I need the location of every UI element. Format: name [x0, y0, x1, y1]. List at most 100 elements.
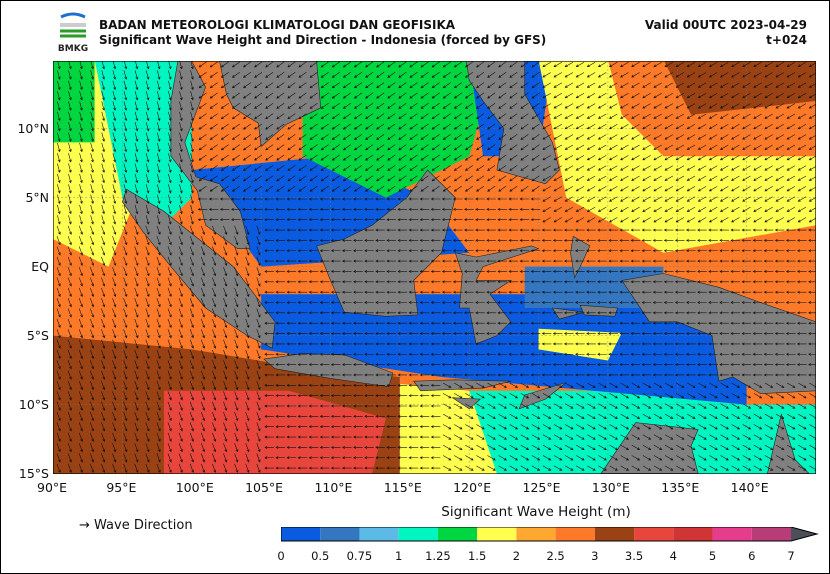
wave-direction-arrow [475, 238, 485, 242]
wave-direction-arrow [189, 256, 194, 266]
wave-direction-arrow [430, 414, 441, 418]
wave-direction-arrow [675, 155, 685, 161]
colorbar-outline [281, 527, 819, 542]
wave-direction-arrow [234, 422, 239, 432]
wave-direction-arrow [441, 363, 452, 367]
wave-direction-arrow [753, 465, 763, 471]
wave-direction-arrow [708, 238, 718, 242]
wave-direction-arrow [741, 249, 752, 253]
wave-direction-arrow [430, 259, 441, 263]
wave-direction-arrow [256, 380, 261, 391]
wave-direction-arrow [486, 269, 496, 273]
wave-direction-arrow [408, 394, 419, 398]
wave-direction-arrow [486, 290, 496, 294]
wave-direction-arrow [597, 259, 607, 263]
wave-direction-arrow [90, 360, 95, 370]
wave-direction-arrow [375, 218, 385, 222]
wave-direction-arrow [56, 256, 61, 266]
wave-direction-arrow [709, 465, 718, 471]
wave-direction-arrow [597, 332, 607, 336]
wave-direction-arrow [731, 196, 740, 202]
wave-direction-arrow [57, 142, 61, 153]
wave-direction-arrow [742, 103, 751, 109]
wave-direction-arrow [78, 391, 83, 401]
wave-direction-arrow [553, 165, 563, 171]
wave-direction-arrow [731, 113, 740, 119]
wave-direction-arrow [167, 391, 172, 401]
wave-direction-arrow [741, 280, 752, 284]
wave-direction-arrow [497, 197, 507, 201]
wave-direction-arrow [319, 321, 330, 325]
wave-direction-arrow [642, 465, 652, 471]
wave-direction-arrow [730, 280, 741, 284]
wave-direction-arrow [686, 259, 696, 263]
wave-direction-arrow [531, 424, 541, 430]
wave-direction-arrow [597, 61, 607, 68]
wave-direction-arrow [497, 290, 507, 294]
wave-direction-arrow [256, 349, 261, 360]
wave-direction-arrow [386, 394, 396, 398]
wave-direction-arrow [330, 238, 341, 242]
wave-zone-green-nw [53, 61, 95, 143]
wave-direction-arrow [430, 269, 441, 273]
wave-direction-arrow [101, 215, 105, 225]
colorbar-tick-label: 4 [669, 549, 677, 563]
wave-direction-arrow [408, 311, 419, 315]
wave-direction-arrow [78, 370, 83, 380]
wave-direction-arrow [223, 422, 228, 432]
wave-direction-arrow [641, 321, 652, 325]
wave-direction-arrow [287, 154, 296, 161]
wave-direction-arrow [487, 393, 496, 399]
wave-direction-arrow [353, 456, 363, 460]
wave-direction-arrow [452, 363, 463, 367]
wave-direction-arrow [78, 380, 83, 391]
wave-direction-arrow [575, 269, 585, 273]
wave-direction-arrow [375, 269, 385, 273]
wave-direction-arrow [342, 103, 351, 109]
wave-direction-arrow [586, 280, 596, 284]
wave-direction-arrow [586, 249, 596, 253]
wave-direction-arrow [509, 465, 519, 471]
wave-direction-arrow [330, 352, 341, 356]
wave-direction-arrow [519, 228, 530, 232]
wave-direction-arrow [145, 443, 150, 453]
wave-direction-arrow [720, 175, 729, 181]
wave-direction-arrow [276, 185, 285, 192]
wave-direction-arrow [764, 144, 773, 150]
wave-direction-arrow [631, 444, 641, 450]
wave-direction-arrow [275, 311, 286, 315]
wave-direction-arrow [364, 445, 374, 449]
wave-direction-arrow [101, 246, 106, 256]
wave-direction-arrow [719, 373, 729, 377]
wave-direction-arrow [223, 370, 228, 380]
wave-direction-arrow [375, 290, 385, 294]
wave-direction-arrow [286, 332, 297, 336]
wave-direction-arrow [785, 332, 796, 336]
wave-direction-arrow [742, 165, 751, 171]
wave-direction-arrow [264, 435, 274, 439]
wave-direction-arrow [775, 403, 785, 409]
wave-direction-arrow [597, 165, 607, 171]
lon-tick-label: 120°E [453, 480, 492, 495]
wave-direction-arrow [156, 101, 161, 111]
wave-direction-arrow [243, 134, 252, 140]
wave-direction-arrow [742, 113, 751, 119]
wave-direction-arrow [375, 445, 385, 449]
wave-direction-arrow [265, 92, 274, 99]
wave-direction-arrow [354, 185, 363, 192]
wave-direction-arrow [541, 363, 552, 367]
wave-direction-arrow [531, 113, 540, 120]
wave-direction-arrow [112, 194, 117, 204]
wave-direction-arrow [575, 290, 585, 294]
wave-direction-arrow [586, 124, 596, 130]
wave-direction-arrow [565, 465, 574, 471]
wave-direction-arrow [298, 92, 307, 99]
wave-direction-arrow [575, 228, 585, 232]
wave-direction-arrow [408, 373, 419, 377]
wave-direction-arrow [234, 277, 239, 287]
wave-direction-arrow [67, 443, 72, 453]
wave-direction-arrow [564, 144, 574, 150]
wave-direction-arrow [653, 196, 662, 202]
wave-direction-arrow [631, 144, 640, 150]
wave-direction-arrow [530, 332, 541, 336]
